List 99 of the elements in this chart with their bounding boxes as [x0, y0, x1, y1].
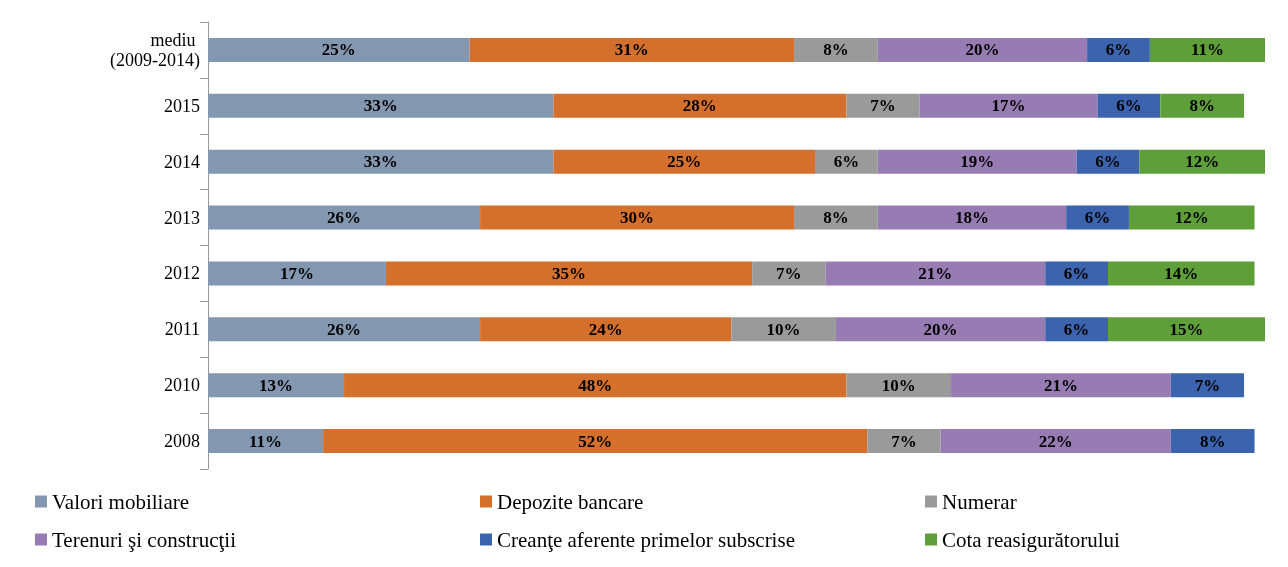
data-label: 21% [1043, 375, 1078, 395]
data-label: 21% [918, 263, 953, 283]
data-label: 6% [1084, 208, 1111, 228]
data-label: 30% [620, 208, 655, 228]
bar [1108, 261, 1255, 286]
data-label: 8% [1189, 96, 1215, 116]
bar [877, 37, 1088, 62]
data-label: 22% [1038, 431, 1073, 451]
bar [1128, 205, 1255, 230]
data-label: 12% [1185, 152, 1220, 172]
bar [1170, 429, 1255, 454]
y-tick-label: 2011 [164, 319, 200, 340]
legend-label: Depozite bancare [497, 489, 644, 514]
bar [877, 149, 1077, 174]
data-label: 25% [667, 152, 702, 172]
y-tick-label: 2015 [164, 95, 200, 116]
bar [480, 317, 732, 342]
data-label: 12% [1174, 208, 1209, 228]
data-label: 10% [881, 375, 916, 395]
bar [208, 261, 386, 286]
data-label: 8% [823, 40, 849, 60]
data-label: 10% [766, 319, 801, 339]
bar [919, 93, 1098, 118]
bar [752, 261, 826, 286]
bar [385, 261, 753, 286]
bar [1139, 149, 1265, 174]
data-label: 7% [1194, 375, 1221, 395]
data-label: 6% [1105, 40, 1132, 60]
bar [208, 93, 554, 118]
data-label: 26% [327, 208, 362, 228]
data-label: 11% [249, 431, 283, 451]
bar [208, 205, 481, 230]
data-label: 52% [578, 431, 613, 451]
data-label: 48% [578, 375, 613, 395]
data-label: 31% [614, 40, 649, 60]
bar [867, 429, 941, 454]
data-label: 7% [776, 263, 802, 283]
data-label: 28% [682, 96, 717, 116]
bar [835, 317, 1046, 342]
bar [1160, 93, 1245, 118]
legend-label: Terenuri şi construcţii [52, 527, 237, 552]
bar [794, 205, 878, 230]
data-label: 6% [1063, 263, 1090, 283]
y-tick-label: 2012 [164, 263, 200, 284]
data-label: 11% [1190, 40, 1224, 60]
data-label: 7% [870, 96, 896, 116]
bar [469, 37, 795, 62]
data-label: 6% [1095, 152, 1121, 172]
y-tick-label: mediu (2009-2014) [110, 29, 200, 71]
data-label: 33% [363, 96, 398, 116]
bar [825, 261, 1046, 286]
bar [323, 429, 868, 454]
bar [951, 373, 1171, 398]
data-label: 17% [279, 263, 314, 283]
data-label: 13% [259, 375, 294, 395]
bar [1108, 317, 1265, 342]
bar [877, 205, 1067, 230]
y-tick-label: 2008 [164, 431, 200, 452]
data-label: 26% [327, 319, 362, 339]
data-label: 6% [833, 152, 860, 172]
bar [208, 149, 554, 174]
data-label: 14% [1164, 263, 1199, 283]
bar [480, 205, 795, 230]
data-label: 33% [363, 152, 398, 172]
legend-label: Cota reasigurătorului [942, 527, 1121, 552]
bar [846, 93, 920, 118]
data-label: 6% [1063, 319, 1090, 339]
data-label: 24% [588, 319, 623, 339]
legend-label: Numerar [942, 489, 1017, 514]
bar [344, 373, 847, 398]
bar [208, 37, 470, 62]
data-label: 8% [823, 208, 849, 228]
data-label: 15% [1169, 319, 1204, 339]
bar [553, 93, 847, 118]
bar [208, 373, 345, 398]
data-label: 35% [552, 263, 587, 283]
legend-label: Valori mobiliare [52, 489, 190, 514]
data-label: 18% [954, 208, 989, 228]
legend-label: Creanţe aferente primelor subscrise [497, 527, 795, 552]
data-label: 20% [965, 40, 1000, 60]
bar [208, 429, 324, 454]
data-label: 7% [891, 431, 917, 451]
bar [1149, 37, 1265, 62]
bar [940, 429, 1171, 454]
data-label: 6% [1116, 96, 1142, 116]
data-label: 19% [960, 152, 995, 172]
bar [208, 317, 481, 342]
y-tick-label: 2013 [164, 207, 200, 228]
data-label: 25% [321, 40, 356, 60]
y-tick-label: 2010 [164, 375, 200, 396]
y-tick-label: 2014 [164, 151, 200, 172]
data-label: 8% [1199, 431, 1226, 451]
bar [553, 149, 815, 174]
bar [1170, 373, 1245, 398]
bar [731, 317, 836, 342]
bar [846, 373, 952, 398]
data-label: 17% [991, 96, 1026, 116]
bar [794, 37, 878, 62]
data-label: 20% [923, 319, 958, 339]
